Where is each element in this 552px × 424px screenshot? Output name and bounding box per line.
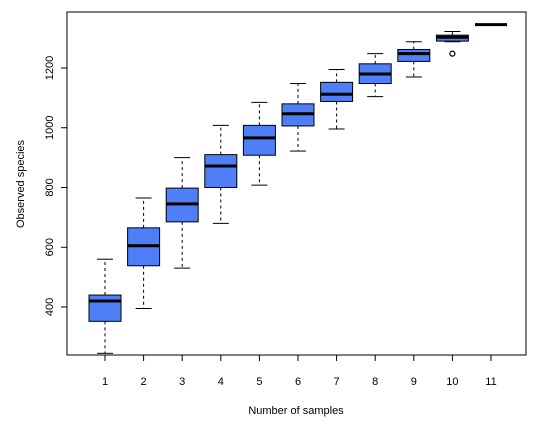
y-tick-label: 400 [44, 298, 56, 316]
x-tick-label: 6 [295, 376, 301, 388]
boxes-layer [88, 23, 507, 354]
iqr-box [242, 124, 276, 156]
iqr-box [88, 294, 122, 322]
x-axis-title: Number of samples [248, 405, 344, 417]
box-group-8 [358, 53, 392, 98]
x-tick-label: 10 [446, 376, 458, 388]
plot-frame [66, 11, 527, 356]
x-axis: 1 2 3 4 5 6 7 8 9 10 11 [102, 354, 497, 388]
box-group-9 [397, 41, 431, 78]
y-tick-label: 600 [44, 238, 56, 256]
x-tick-label: 1 [102, 376, 108, 388]
box-group-7 [320, 68, 354, 130]
iqr-box [204, 154, 238, 188]
y-axis: 400 600 800 1000 1200 [44, 56, 68, 316]
x-tick-label: 4 [218, 376, 224, 388]
x-tick-label: 7 [334, 376, 340, 388]
box-group-6 [281, 83, 315, 152]
x-tick-label: 5 [256, 376, 262, 388]
x-tick-label: 8 [372, 376, 378, 388]
y-tick-label: 1200 [44, 56, 56, 80]
box-group-10 [435, 31, 469, 57]
box-group-5 [242, 101, 276, 186]
y-axis-title: Observed species [15, 139, 27, 228]
box-group-4 [204, 124, 238, 224]
box-group-2 [127, 197, 161, 309]
iqr-box [320, 81, 354, 102]
x-tick-label: 3 [179, 376, 185, 388]
y-tick-label: 800 [44, 178, 56, 196]
box-group-3 [165, 157, 199, 269]
y-tick-label: 1000 [44, 116, 56, 140]
iqr-box [397, 48, 431, 62]
box-group-1 [88, 258, 122, 354]
x-tick-label: 9 [411, 376, 417, 388]
x-tick-label: 2 [141, 376, 147, 388]
outlier-point [449, 50, 456, 57]
x-tick-label: 11 [485, 376, 496, 388]
